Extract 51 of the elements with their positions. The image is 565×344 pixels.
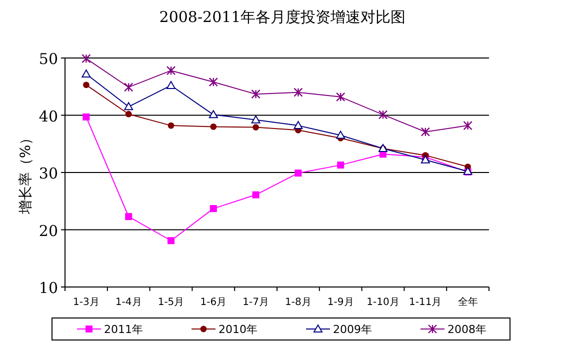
point	[168, 237, 174, 244]
point	[82, 113, 90, 120]
point	[294, 121, 303, 130]
point	[252, 124, 259, 130]
x-tick-label: 全年	[458, 296, 478, 308]
x-tick-label: 1-5月	[158, 297, 184, 308]
x-tick-label: 1-3月	[73, 297, 100, 308]
y-tick-label: 10	[38, 279, 58, 297]
legend-label: 2009年	[333, 323, 372, 336]
x-tick-label: 1-8月	[285, 297, 312, 308]
y-axis-title: 增长率（%）	[18, 130, 34, 216]
x-tick-label: 1-10月	[366, 297, 400, 308]
x-tick-label: 1-6月	[200, 297, 227, 308]
point	[82, 70, 91, 78]
point	[251, 89, 260, 99]
y-tick-label: 30	[38, 164, 58, 182]
point	[294, 88, 303, 97]
point	[166, 66, 176, 76]
chart-title: 2008-2011年各月度投资增速对比图	[159, 8, 406, 26]
point	[210, 124, 217, 130]
point	[125, 110, 132, 118]
point	[251, 115, 260, 124]
y-tick-label: 50	[38, 50, 58, 68]
point	[463, 120, 472, 130]
point	[208, 77, 218, 87]
point	[125, 213, 132, 220]
point	[124, 82, 134, 92]
y-tick-label: 20	[38, 222, 58, 240]
x-tick-label: 1-4月	[115, 297, 142, 308]
legend-label: 2011年	[104, 323, 143, 336]
point	[336, 92, 346, 102]
point	[124, 102, 134, 110]
x-tick-label: 1-9月	[327, 297, 354, 308]
point	[294, 170, 302, 177]
point	[337, 162, 344, 169]
point	[166, 80, 176, 89]
point	[83, 82, 90, 88]
x-tick-label: 1-7月	[242, 297, 269, 308]
point	[168, 122, 174, 129]
point	[420, 155, 430, 164]
point	[336, 130, 346, 139]
y-tick-label: 40	[38, 107, 58, 126]
point	[208, 110, 218, 118]
point	[252, 191, 260, 198]
x-tick-label: 1-11月	[409, 297, 442, 308]
point	[210, 205, 217, 212]
point	[82, 54, 91, 64]
legend-label: 2010年	[218, 323, 258, 336]
point	[378, 110, 388, 120]
legend-label: 2008年	[448, 323, 486, 336]
point	[420, 127, 430, 136]
